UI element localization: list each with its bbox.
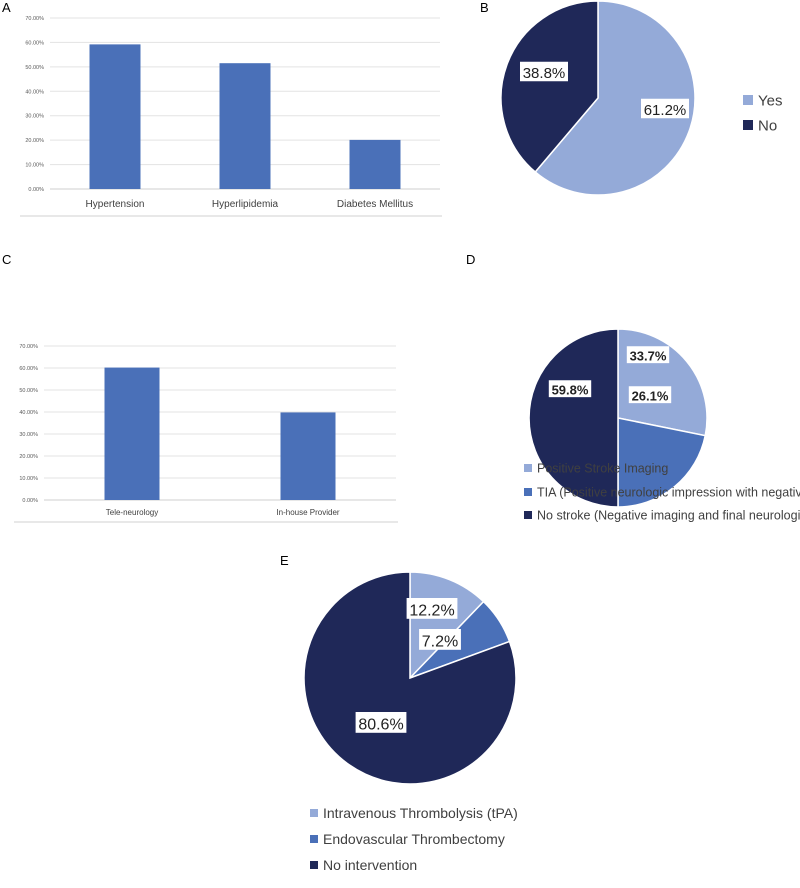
data-label: 33.7% (630, 348, 667, 363)
y-tick-label: 50.00% (25, 65, 44, 71)
data-label: 7.2% (422, 633, 458, 650)
x-tick-label: Hypertension (86, 199, 145, 210)
x-tick-label: Diabetes Mellitus (337, 199, 413, 210)
y-tick-label: 0.00% (22, 498, 38, 504)
data-label-box (626, 346, 670, 364)
legend-label: No (758, 117, 777, 134)
legend-swatch (310, 835, 318, 843)
panel-label-e: E (280, 553, 289, 568)
y-tick-label: 0.00% (28, 187, 44, 193)
bar-hypertension (89, 44, 141, 189)
y-tick-label: 60.00% (19, 366, 38, 372)
panel-label-a: A (2, 0, 11, 15)
y-tick-label: 40.00% (25, 89, 44, 95)
pie-slice-3 (528, 328, 619, 508)
data-label: 12.2% (409, 602, 454, 619)
data-label: 38.8% (523, 65, 566, 82)
legend-label: TIA (Positive neurologic impression with… (537, 486, 800, 500)
legend-swatch (524, 511, 532, 519)
y-tick-label: 10.00% (25, 163, 44, 169)
bar-tele-neurology (104, 367, 160, 500)
legend-label: No intervention (323, 857, 417, 873)
legend-swatch (524, 488, 532, 496)
data-label-box (641, 98, 689, 119)
y-tick-label: 60.00% (25, 40, 44, 46)
x-tick-label: Hyperlipidemia (212, 199, 279, 210)
y-tick-label: 10.00% (19, 476, 38, 482)
legend-swatch (310, 861, 318, 869)
legend-swatch (743, 95, 753, 105)
legend-label: No stroke (Negative imaging and final ne… (537, 509, 800, 523)
y-tick-label: 40.00% (19, 410, 38, 416)
pie-slice-2 (500, 0, 599, 174)
panel-label-b: B (480, 0, 489, 15)
y-tick-label: 70.00% (19, 344, 38, 350)
data-label: 61.2% (644, 102, 687, 119)
data-label-box (419, 629, 461, 650)
y-tick-label: 50.00% (19, 388, 38, 394)
y-tick-label: 30.00% (25, 114, 44, 120)
legend-label: Endovascular Thrombectomy (323, 831, 505, 847)
legend-label: Intravenous Thrombolysis (tPA) (323, 805, 518, 821)
data-label: 26.1% (632, 388, 669, 403)
data-label-box (628, 386, 672, 404)
data-label-box (355, 712, 407, 733)
x-tick-label: In-house Provider (276, 508, 339, 517)
y-tick-label: 20.00% (25, 138, 44, 144)
data-label: 59.8% (552, 382, 589, 397)
panel-label-d: D (466, 252, 475, 267)
pie-slice-1 (534, 0, 696, 196)
legend-label: Yes (758, 92, 782, 109)
data-label-box (406, 598, 458, 619)
bar-hyperlipidemia (219, 63, 271, 189)
pie-slice-1 (617, 328, 708, 437)
legend-swatch (524, 464, 532, 472)
y-tick-label: 30.00% (19, 432, 38, 438)
legend-swatch (743, 120, 753, 130)
legend-swatch (310, 809, 318, 817)
data-label-box (520, 61, 568, 82)
bar-diabetes-mellitus (349, 139, 401, 189)
bar-in-house-provider (280, 412, 336, 500)
data-label: 80.6% (358, 716, 403, 733)
x-tick-label: Tele-neurology (106, 508, 158, 517)
panel-label-c: C (2, 252, 11, 267)
y-tick-label: 70.00% (25, 16, 44, 22)
pie-slice-2 (617, 417, 707, 508)
y-tick-label: 20.00% (19, 454, 38, 460)
data-label-box (548, 380, 592, 398)
legend-label: Positive Stroke Imaging (537, 462, 668, 476)
